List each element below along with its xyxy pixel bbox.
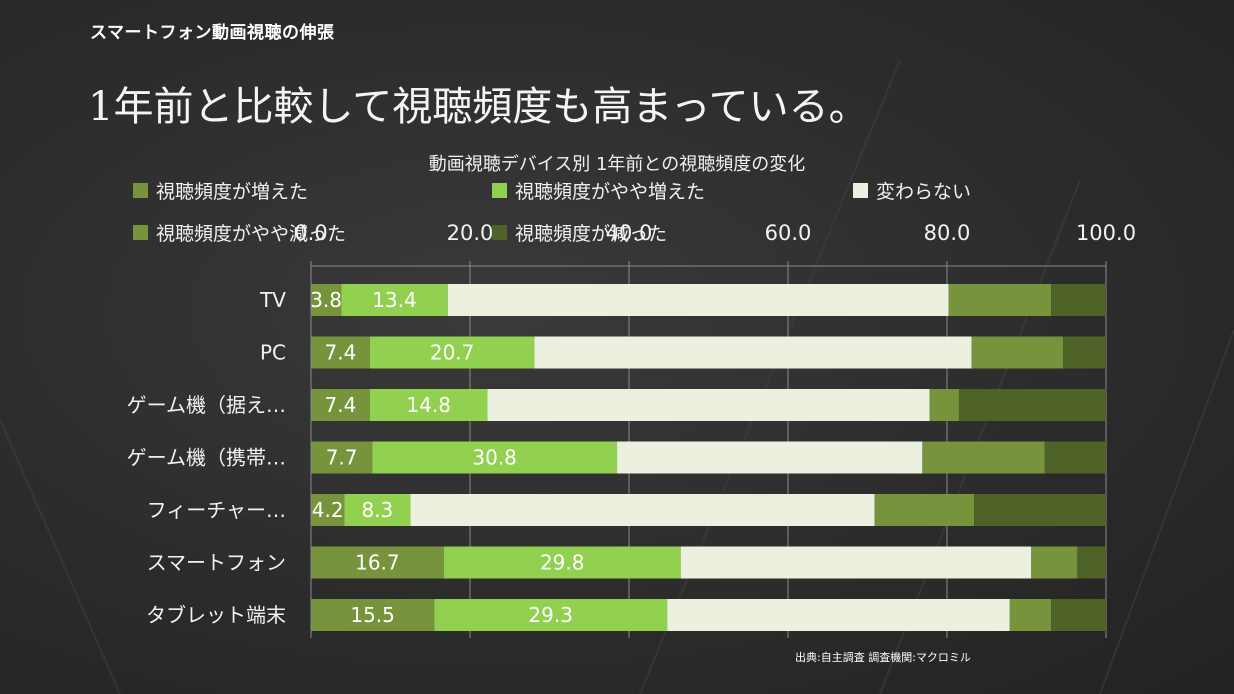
category-label-2: ゲーム機（据え…	[127, 393, 286, 417]
bar-segment-2-4	[958, 389, 1106, 421]
x-tick-label-4: 80.0	[924, 221, 971, 245]
x-tick-label-3: 60.0	[765, 221, 812, 245]
bar-segment-2-3	[929, 389, 959, 421]
bar-segment-1-1	[369, 336, 535, 369]
bar-segment-0-3	[948, 284, 1052, 316]
bar-segment-5-0	[311, 546, 444, 579]
data-label-6-0: 15.5	[350, 603, 395, 627]
legend-swatch-decreased	[492, 225, 507, 240]
bar-segment-4-3	[874, 494, 975, 526]
bar-segment-6-4	[1051, 599, 1106, 631]
data-label-5-1: 29.8	[540, 551, 585, 575]
legend-label-decreased: 視聴頻度が減った	[515, 223, 668, 245]
source-note: 出典:自主調査 調査機関:マクロミル	[795, 651, 971, 664]
bar-segment-5-4	[1077, 546, 1106, 579]
bar-segment-1-0	[311, 336, 370, 369]
category-label-4: フィーチャー…	[147, 498, 286, 522]
legend-item-decreased: 視聴頻度が減った	[492, 219, 667, 246]
bar-segment-4-1	[344, 494, 411, 526]
x-tick-label-5: 100.0	[1076, 221, 1136, 245]
legend-swatch-slightly-increased	[492, 183, 507, 198]
bar-segment-4-2	[410, 494, 875, 526]
bar-segment-0-4	[1051, 284, 1106, 316]
legend-swatch-unchanged	[853, 183, 868, 198]
data-label-2-1: 14.8	[406, 393, 451, 417]
x-tick-label-1: 20.0	[447, 221, 494, 245]
bar-segment-6-3	[1009, 599, 1052, 631]
bar-segment-3-3	[922, 441, 1045, 474]
bar-segment-0-0	[311, 284, 342, 316]
data-label-3-0: 7.7	[326, 446, 358, 470]
legend-label-slightly-increased: 視聴頻度がやや増えた	[515, 181, 706, 203]
legend-item-increased: 視聴頻度が増えた	[133, 177, 308, 204]
legend-label-increased: 視聴頻度が増えた	[156, 181, 309, 203]
bar-segment-0-2	[447, 284, 949, 316]
data-label-0-1: 13.4	[372, 288, 417, 312]
bar-segment-4-0	[311, 494, 345, 526]
legend-label-unchanged: 変わらない	[876, 181, 972, 203]
bar-segment-5-2	[680, 546, 1032, 579]
bar-segment-3-1	[372, 441, 618, 474]
bar-segment-3-2	[617, 441, 923, 474]
slide-headline: 1年前と比較して視聴頻度も高まっている。	[88, 84, 869, 130]
bar-segment-6-1	[434, 599, 668, 631]
bar-segment-6-2	[667, 599, 1010, 631]
data-label-2-0: 7.4	[325, 393, 357, 417]
bar-segment-0-1	[341, 284, 448, 316]
bar-segment-1-4	[1063, 336, 1106, 369]
data-label-4-0: 4.2	[312, 498, 344, 522]
category-label-1: PC	[260, 341, 286, 365]
legend-item-slightly-increased: 視聴頻度がやや増えた	[492, 177, 705, 204]
category-label-5: スマートフォン	[147, 551, 286, 575]
legend-item-slightly-decreased: 視聴頻度がやや減った	[133, 219, 346, 246]
bar-segment-2-0	[311, 389, 370, 421]
category-label-0: TV	[259, 288, 286, 312]
data-label-5-0: 16.7	[355, 551, 400, 575]
bar-segment-1-3	[971, 336, 1064, 369]
x-tick-label-2: 40.0	[606, 221, 653, 245]
legend-item-unchanged: 変わらない	[853, 177, 971, 204]
data-label-1-1: 20.7	[430, 341, 475, 365]
legend-swatch-increased	[133, 183, 148, 198]
bar-segment-4-4	[974, 494, 1106, 526]
chart-title: 動画視聴デバイス別 1年前との視聴頻度の変化	[428, 154, 806, 175]
bar-segment-3-0	[311, 441, 373, 474]
x-tick-label-0: 0.0	[294, 221, 327, 245]
data-label-3-1: 30.8	[472, 446, 517, 470]
legend-label-slightly-decreased: 視聴頻度がやや減った	[156, 223, 347, 245]
bar-segment-1-2	[534, 336, 972, 369]
bar-segment-2-1	[369, 389, 488, 421]
data-label-0-0: 3.8	[310, 288, 342, 312]
bar-segment-3-4	[1044, 441, 1106, 474]
bar-segment-2-2	[487, 389, 930, 421]
data-label-6-1: 29.3	[528, 603, 573, 627]
bar-segment-5-3	[1031, 546, 1078, 579]
data-label-4-1: 8.3	[361, 498, 393, 522]
slide-header: スマートフォン動画視聴の伸張	[90, 23, 335, 43]
category-label-6: タブレット端末	[146, 603, 286, 627]
bar-segment-5-1	[443, 546, 681, 579]
data-label-1-0: 7.4	[325, 341, 357, 365]
bar-segment-6-0	[311, 599, 435, 631]
category-label-3: ゲーム機（携帯…	[127, 446, 286, 470]
legend-swatch-slightly-decreased	[133, 225, 148, 240]
